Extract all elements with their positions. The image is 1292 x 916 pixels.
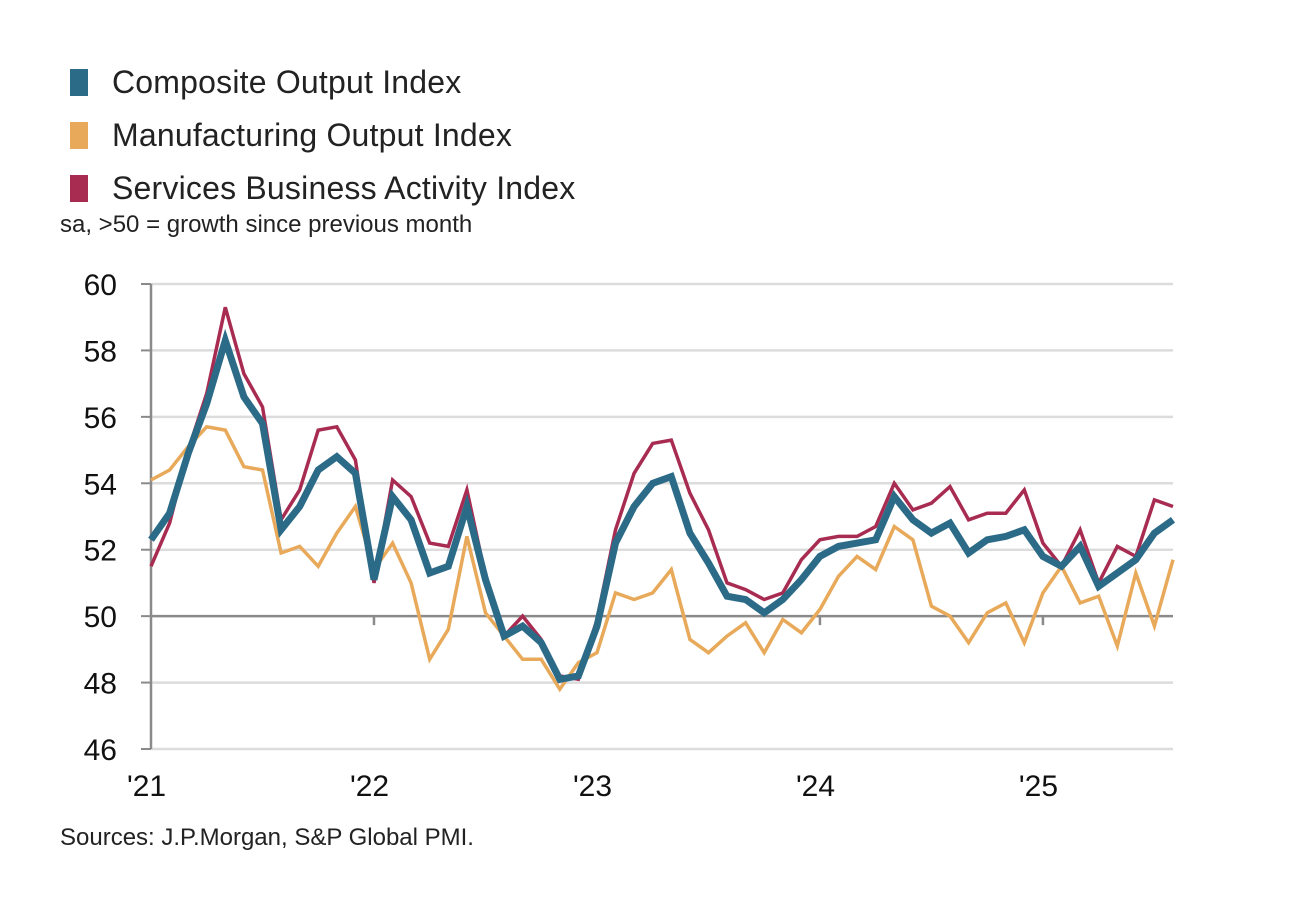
y-tick-label: 54 (84, 468, 117, 501)
series-line-manufacturing-output-index (150, 424, 1175, 693)
legend-label-services: Services Business Activity Index (112, 170, 576, 206)
series-line-composite-output-index (148, 328, 1176, 684)
legend-swatch-manufacturing (70, 122, 88, 149)
series-line-services-business-activity-index (149, 306, 1174, 682)
legend-item-services: Services Business Activity Index (70, 162, 575, 215)
y-tick-label: 46 (84, 734, 117, 767)
legend-swatch-composite (70, 69, 88, 96)
legend-item-composite: Composite Output Index (70, 56, 575, 109)
axes (141, 283, 1173, 750)
source-note: Sources: J.P.Morgan, S&P Global PMI. (60, 824, 474, 851)
x-tick-label: '22 (350, 770, 389, 803)
x-tick-label: '23 (573, 770, 612, 803)
y-tick-label: 48 (84, 668, 117, 701)
y-tick-label: 50 (84, 601, 117, 634)
series-lines (148, 306, 1176, 693)
gridlines (151, 282, 1173, 751)
legend-item-manufacturing: Manufacturing Output Index (70, 109, 575, 162)
y-axis-ticks: 46 48 50 52 54 56 58 60 (84, 269, 117, 767)
chart-subtitle: sa, >50 = growth since previous month (60, 211, 473, 238)
legend-swatch-services (70, 175, 88, 202)
legend-label-composite: Composite Output Index (112, 64, 462, 100)
legend-label-manufacturing: Manufacturing Output Index (112, 117, 513, 153)
x-axis-ticks: '21 '22 '23 '24 '25 (127, 770, 1058, 803)
y-tick-label: 56 (84, 402, 117, 435)
chart-legend: Composite Output Index Manufacturing Out… (70, 56, 575, 215)
x-tick-label: '21 (127, 770, 166, 803)
y-tick-label: 52 (84, 535, 117, 568)
x-tick-label: '25 (1019, 770, 1058, 803)
y-tick-label: 58 (84, 335, 117, 368)
x-tick-label: '24 (796, 770, 835, 803)
y-tick-label: 60 (84, 269, 117, 302)
